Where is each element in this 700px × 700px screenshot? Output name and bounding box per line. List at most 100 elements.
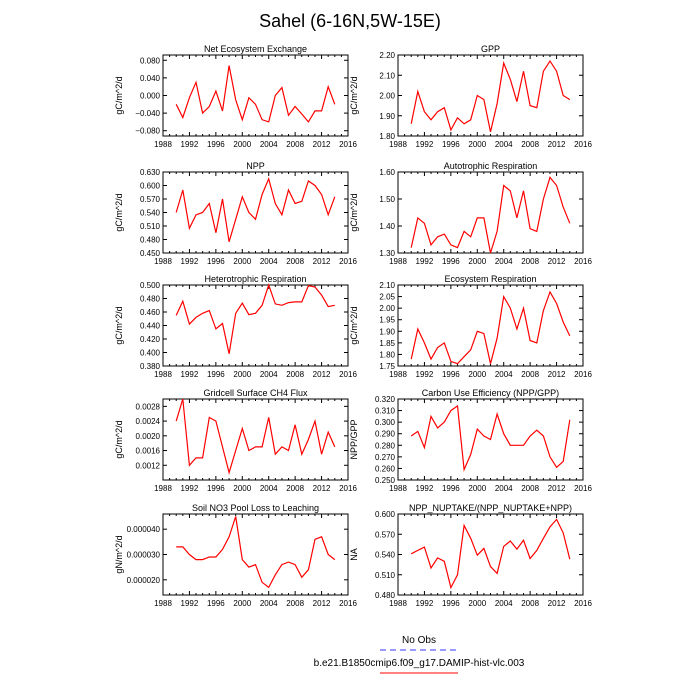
plot-frame <box>397 284 584 367</box>
x-tick-label: 2004 <box>495 370 513 379</box>
plot-frame <box>162 513 349 596</box>
y-tick-label: 0.480 <box>140 295 161 304</box>
x-tick-label: 2008 <box>521 140 539 149</box>
y-tick-label: 0.600 <box>140 182 161 191</box>
chart-panel-5: Ecosystem Respiration gC/m^2/d 1.75 1.80 1.8… <box>349 274 592 379</box>
y-tick-label: 1.40 <box>379 222 395 231</box>
x-tick-label: 2008 <box>286 140 304 149</box>
y-tick-label: 0.460 <box>140 308 161 317</box>
y-tick-label: 2.00 <box>379 92 395 101</box>
x-tick-label: 2008 <box>521 257 539 266</box>
y-tick-label: 1.50 <box>379 195 395 204</box>
plot-frame <box>162 171 349 254</box>
x-tick-label: 1996 <box>207 599 225 608</box>
series-line <box>175 176 336 242</box>
x-tick-label: 1992 <box>181 257 199 266</box>
y-tick-label: 0.420 <box>140 335 161 344</box>
x-tick-label: 2000 <box>468 257 486 266</box>
x-tick-label: 1992 <box>181 370 199 379</box>
x-tick-label: 1988 <box>154 484 172 493</box>
y-axis-label: gC/m^2/d <box>349 76 359 114</box>
series-line <box>410 60 571 133</box>
series-line <box>410 404 571 472</box>
x-tick-label: 2000 <box>468 370 486 379</box>
y-tick-label: 0.450 <box>140 249 161 258</box>
y-axis-label: gC/m^2/d <box>114 193 124 231</box>
chart-title: GPP <box>481 44 500 54</box>
x-tick-label: 1992 <box>181 484 199 493</box>
chart-title: Ecosystem Respiration <box>444 274 536 284</box>
x-tick-label: 2012 <box>548 484 566 493</box>
y-tick-label: 1.85 <box>379 339 395 348</box>
y-tick-label: 0.000030 <box>127 551 161 560</box>
x-tick-label: 1992 <box>416 257 434 266</box>
y-tick-label: 0.540 <box>140 209 161 218</box>
y-tick-label: 0.480 <box>375 591 396 600</box>
y-axis-label: gC/m^2/d <box>114 420 124 458</box>
y-tick-label: 2.10 <box>379 281 395 290</box>
x-tick-label: 2016 <box>339 140 357 149</box>
x-tick-label: 2000 <box>233 257 251 266</box>
chart-title: Heterotrophic Respiration <box>204 274 306 284</box>
y-axis-label: gC/m^2/d <box>349 193 359 231</box>
y-tick-label: 0.000 <box>140 92 161 101</box>
chart-panel-0: Net Ecosystem Exchange gC/m^2/d −0.080 −0.0… <box>114 44 357 149</box>
chart-title: NPP_NUPTAKE/(NPP_NUPTAKE+NPP) <box>409 503 572 513</box>
x-tick-label: 1988 <box>389 257 407 266</box>
x-tick-label: 1996 <box>442 140 460 149</box>
y-axis-label: gC/m^2/d <box>114 306 124 344</box>
x-tick-label: 2012 <box>548 257 566 266</box>
series-line <box>410 176 571 254</box>
x-tick-label: 2000 <box>233 484 251 493</box>
chart-title: Autotrophic Respiration <box>444 161 538 171</box>
y-tick-label: 1.80 <box>379 132 395 141</box>
y-tick-label: 0.000020 <box>127 576 161 585</box>
chart-title: Carbon Use Efficiency (NPP/GPP) <box>422 388 559 398</box>
y-tick-label: 0.500 <box>140 281 161 290</box>
figure-title: Sahel (6-16N,5W-15E) <box>259 11 441 31</box>
x-tick-label: 2004 <box>495 484 513 493</box>
x-tick-label: 2004 <box>495 140 513 149</box>
y-tick-label: 0.0016 <box>136 447 161 456</box>
y-axis-label: gC/m^2/d <box>114 76 124 114</box>
x-tick-label: 1996 <box>207 257 225 266</box>
x-tick-label: 1992 <box>181 599 199 608</box>
chart-panel-7: Carbon Use Efficiency (NPP/GPP) NPP/GPP 0.… <box>349 388 592 493</box>
plot-frame <box>162 284 349 367</box>
x-tick-label: 1988 <box>389 370 407 379</box>
y-tick-label: 2.05 <box>379 293 395 302</box>
x-tick-label: 1988 <box>389 484 407 493</box>
y-tick-label: 2.10 <box>379 71 395 80</box>
x-tick-label: 1996 <box>442 257 460 266</box>
chart-panel-8: Soil NO3 Pool Loss to Leaching gN/m^2/d0.… <box>114 503 357 608</box>
x-tick-label: 2008 <box>521 484 539 493</box>
x-tick-label: 2000 <box>468 484 486 493</box>
y-tick-label: 1.95 <box>379 316 395 325</box>
x-tick-label: 1992 <box>416 599 434 608</box>
series-line <box>176 516 336 589</box>
series-line <box>410 290 571 365</box>
x-tick-label: 2004 <box>260 140 278 149</box>
x-tick-label: 2008 <box>521 599 539 608</box>
y-tick-label: 1.90 <box>379 112 395 121</box>
y-tick-label: 0.250 <box>375 476 396 485</box>
y-tick-label: 0.480 <box>140 236 161 245</box>
x-tick-label: 2012 <box>313 140 331 149</box>
y-tick-label: 2.00 <box>379 304 395 313</box>
x-tick-label: 2000 <box>233 370 251 379</box>
x-tick-label: 1996 <box>207 484 225 493</box>
x-tick-label: 1988 <box>389 599 407 608</box>
plot-frame <box>397 513 584 596</box>
x-tick-label: 2000 <box>468 140 486 149</box>
plot-frame <box>397 54 584 137</box>
x-tick-label: 2016 <box>339 484 357 493</box>
x-tick-label: 2000 <box>233 599 251 608</box>
series-line <box>410 518 571 590</box>
series-line <box>175 283 335 354</box>
y-tick-label: 0.290 <box>375 430 396 439</box>
y-tick-label: 1.75 <box>379 362 395 371</box>
y-tick-label: 0.270 <box>375 453 396 462</box>
x-tick-label: 1988 <box>154 599 172 608</box>
y-tick-label: 0.320 <box>375 395 396 404</box>
